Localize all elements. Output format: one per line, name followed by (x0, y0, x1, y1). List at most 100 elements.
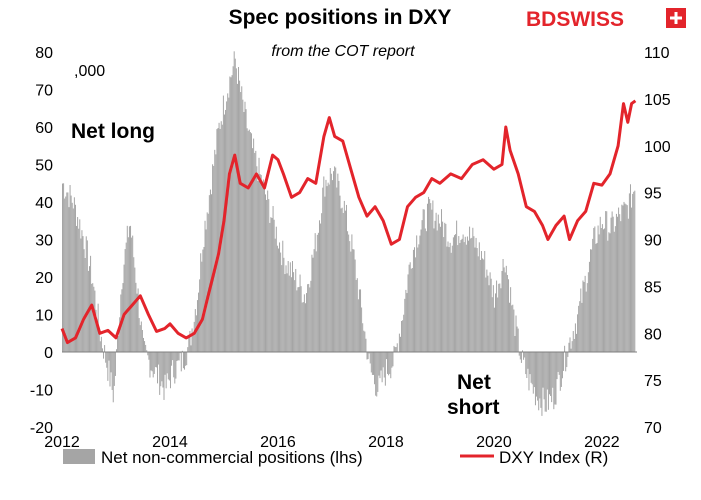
bar (273, 219, 275, 352)
bar (217, 127, 219, 352)
right-tick-label: 75 (644, 373, 662, 390)
bar (426, 203, 428, 352)
bar (195, 315, 197, 352)
bar (204, 220, 206, 352)
bar (622, 205, 624, 352)
bar (597, 225, 599, 352)
bar (624, 203, 626, 352)
bar (84, 257, 86, 352)
bar (113, 352, 115, 386)
bar (271, 217, 273, 352)
bar (366, 352, 368, 360)
bar (325, 179, 327, 352)
bar (189, 330, 191, 352)
bar (138, 318, 140, 352)
bar (184, 352, 186, 370)
bar (370, 352, 372, 373)
bar (453, 235, 455, 352)
plus-icon (670, 12, 682, 24)
right-tick-label: 110 (644, 45, 670, 62)
bar (230, 77, 232, 353)
bar (73, 197, 75, 352)
bar (295, 268, 297, 352)
bar (514, 335, 516, 352)
bar (287, 261, 289, 352)
bar (396, 343, 398, 352)
bar (418, 244, 420, 352)
bar (395, 347, 397, 352)
bar (486, 269, 488, 352)
bar (215, 154, 217, 352)
right-tick-label: 80 (644, 326, 662, 343)
bar (206, 212, 208, 352)
bar (324, 196, 326, 352)
bar (284, 274, 286, 352)
bar (364, 331, 366, 352)
bar (553, 352, 555, 410)
bar (118, 335, 120, 352)
bar (621, 204, 623, 352)
bar (125, 242, 127, 352)
bar (144, 341, 146, 352)
bar (380, 352, 382, 371)
bar (475, 237, 477, 352)
bar (234, 58, 236, 353)
bar (450, 252, 452, 352)
x-tick-label: 2012 (44, 434, 80, 451)
bar (406, 293, 408, 352)
bar (411, 267, 413, 352)
bar (558, 352, 560, 375)
bar (283, 257, 285, 352)
bar (136, 293, 138, 352)
bar (128, 226, 130, 352)
bar (270, 217, 272, 352)
bar (93, 286, 95, 352)
bar (617, 216, 619, 352)
bar (628, 193, 630, 352)
bar (618, 207, 620, 352)
bar (106, 352, 108, 368)
bar (399, 336, 401, 352)
bar (288, 275, 290, 352)
bar (357, 299, 359, 352)
bar (112, 352, 114, 403)
bar (132, 235, 134, 352)
bar (90, 255, 92, 352)
bar (135, 282, 137, 352)
bar (315, 251, 317, 352)
bar (437, 214, 439, 352)
bar (591, 249, 593, 352)
right-tick-label: 95 (644, 186, 662, 203)
bar (343, 200, 345, 352)
bar (82, 236, 84, 352)
bar (218, 122, 220, 352)
bar (431, 209, 433, 352)
bar (550, 352, 552, 396)
bar (186, 352, 188, 366)
bar (108, 352, 110, 361)
bar (114, 352, 116, 376)
right-tick-label: 70 (644, 420, 662, 437)
bar (447, 241, 449, 352)
bar (600, 228, 602, 352)
chart-subtitle: from the COT report (271, 43, 415, 60)
bar (568, 342, 570, 352)
bar (417, 247, 419, 352)
bar (193, 321, 195, 352)
bar (142, 337, 144, 352)
left-tick-label: 30 (35, 233, 53, 250)
bar (163, 352, 165, 400)
bar (345, 204, 347, 352)
bar (611, 211, 613, 352)
bar (446, 246, 448, 352)
bar (160, 352, 162, 387)
bar (449, 242, 451, 352)
bar (610, 217, 612, 352)
bar (384, 352, 386, 386)
bar (96, 320, 98, 352)
bar (74, 204, 76, 352)
bar (167, 352, 169, 380)
bar (367, 352, 369, 360)
bar (99, 341, 101, 352)
bar (268, 199, 270, 352)
